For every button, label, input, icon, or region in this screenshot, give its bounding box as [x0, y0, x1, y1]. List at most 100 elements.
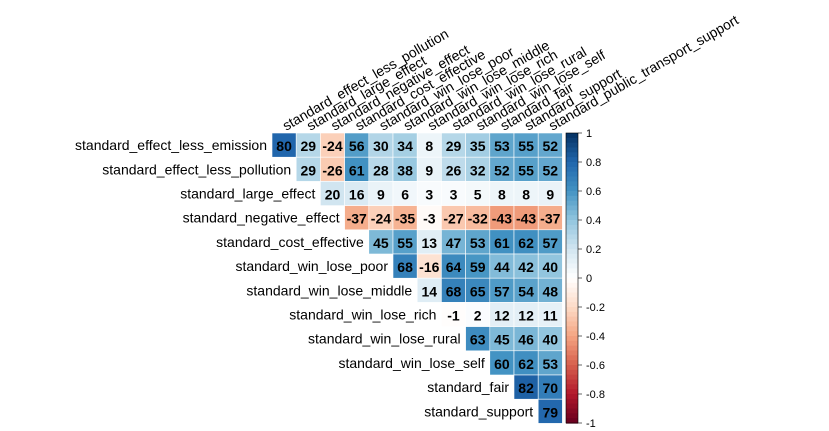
cell-value-label: 55	[397, 235, 413, 251]
colorbar-tick-label: -0.2	[586, 302, 605, 314]
correlation-cell	[489, 132, 515, 158]
correlation-cell	[513, 253, 539, 279]
correlation-cell	[537, 229, 563, 255]
colorbar-segment	[566, 176, 578, 182]
colorbar-segment	[566, 157, 578, 163]
correlation-cell	[441, 229, 466, 255]
cell-value-label: -27	[443, 211, 463, 227]
correlation-cell	[465, 229, 491, 255]
correlation-cell	[441, 156, 466, 182]
cell-value-label: -43	[492, 211, 512, 227]
colorbar-segment	[566, 137, 578, 144]
row-label: standard_win_lose_middle	[246, 282, 412, 298]
colorbar-tick-label: 0	[586, 273, 592, 285]
colorbar-segment	[566, 384, 578, 390]
colorbar-segment	[566, 282, 578, 289]
colorbar-tick-label: 0.2	[586, 244, 601, 256]
correlation-cell	[368, 156, 394, 182]
cell-value-label: 70	[543, 380, 559, 396]
cell-value-label: 62	[518, 356, 534, 372]
correlation-cell	[392, 205, 418, 231]
cell-value-label: -43	[516, 211, 536, 227]
colorbar-segment	[566, 229, 578, 236]
correlation-cell	[513, 350, 539, 376]
colorbar-segment	[566, 302, 578, 308]
column-labels: standard_effect_less_pollutionstandard_l…	[280, 12, 742, 134]
correlation-cell	[489, 205, 515, 231]
cell-value-label: 32	[470, 162, 486, 178]
correlation-cell	[489, 302, 515, 327]
correlation-cell	[392, 132, 418, 158]
correlation-cell	[295, 132, 321, 158]
cell-value-label: 53	[494, 138, 510, 154]
cell-value-label: 52	[494, 162, 510, 178]
colorbar-segment	[566, 355, 578, 361]
cell-value-label: 47	[446, 235, 462, 251]
correlation-cell	[537, 205, 563, 231]
cell-value-label: 56	[349, 138, 365, 154]
colorbar-segment	[566, 181, 578, 187]
correlation-cell	[295, 156, 321, 182]
row-label: standard_win_lose_self	[338, 355, 484, 371]
correlation-cell	[441, 181, 466, 206]
correlation-cell	[513, 229, 539, 255]
cell-value-label: 34	[397, 138, 413, 154]
colorbar-segment	[566, 215, 578, 221]
correlation-cell	[441, 277, 466, 303]
colorbar-segment	[566, 224, 578, 231]
cell-value-label: 26	[446, 162, 462, 178]
cell-value-label: -24	[371, 211, 391, 227]
cell-value-label: 61	[349, 162, 365, 178]
correlation-cell	[489, 156, 515, 182]
correlation-cell	[489, 229, 515, 255]
cell-value-label: 35	[470, 138, 486, 154]
colorbar-segment	[566, 408, 578, 414]
correlation-cell	[537, 156, 563, 182]
colorbar-segment	[566, 413, 578, 419]
cell-value-label: 2	[474, 308, 482, 324]
cell-value-label: 59	[470, 259, 486, 275]
cell-value-label: 40	[543, 332, 559, 348]
correlation-cell	[465, 156, 491, 182]
colorbar-tick-label: -0.6	[586, 360, 605, 372]
cell-value-label: 48	[543, 283, 559, 299]
colorbar-segment	[566, 268, 578, 274]
cell-value-label: 29	[301, 162, 317, 178]
row-label: standard_win_lose_rich	[289, 307, 436, 323]
row-label: standard_win_lose_poor	[235, 258, 388, 274]
cell-value-label: 53	[470, 235, 486, 251]
cell-value-label: 5	[474, 187, 482, 203]
cell-value-label: 16	[349, 187, 365, 203]
cell-value-label: 68	[446, 283, 462, 299]
colorbar-segment	[566, 249, 578, 255]
cell-value-label: -32	[468, 211, 488, 227]
cell-value-label: 80	[276, 138, 292, 154]
cell-value-label: 57	[494, 283, 510, 299]
cell-value-label: 44	[494, 259, 510, 275]
colorbar-tick-label: 0.6	[586, 186, 601, 198]
cell-value-label: 61	[494, 235, 510, 251]
correlation-cell	[489, 350, 515, 376]
colorbar-segment	[566, 418, 578, 424]
correlation-cell	[416, 229, 442, 255]
cell-value-label: 46	[518, 332, 534, 348]
cell-value-label: 55	[518, 138, 534, 154]
colorbar-segment	[566, 389, 578, 395]
colorbar-segment	[566, 403, 578, 410]
cell-value-label: -3	[423, 211, 436, 227]
cell-value-label: 64	[446, 259, 462, 275]
cell-value-label: 9	[425, 162, 433, 178]
colorbar-segment	[566, 340, 578, 347]
cell-value-label: 30	[373, 138, 389, 154]
cell-value-label: 29	[446, 138, 462, 154]
colorbar-segment	[566, 220, 578, 226]
colorbar-tick-label: -0.8	[586, 389, 605, 401]
cell-value-label: 6	[401, 187, 409, 203]
correlation-cell	[537, 302, 563, 327]
correlation-cell	[392, 156, 418, 182]
cell-value-label: 54	[518, 283, 534, 299]
cell-value-label: 57	[543, 235, 559, 251]
colorbar-segment	[566, 360, 578, 366]
colorbar-segment	[566, 394, 578, 400]
